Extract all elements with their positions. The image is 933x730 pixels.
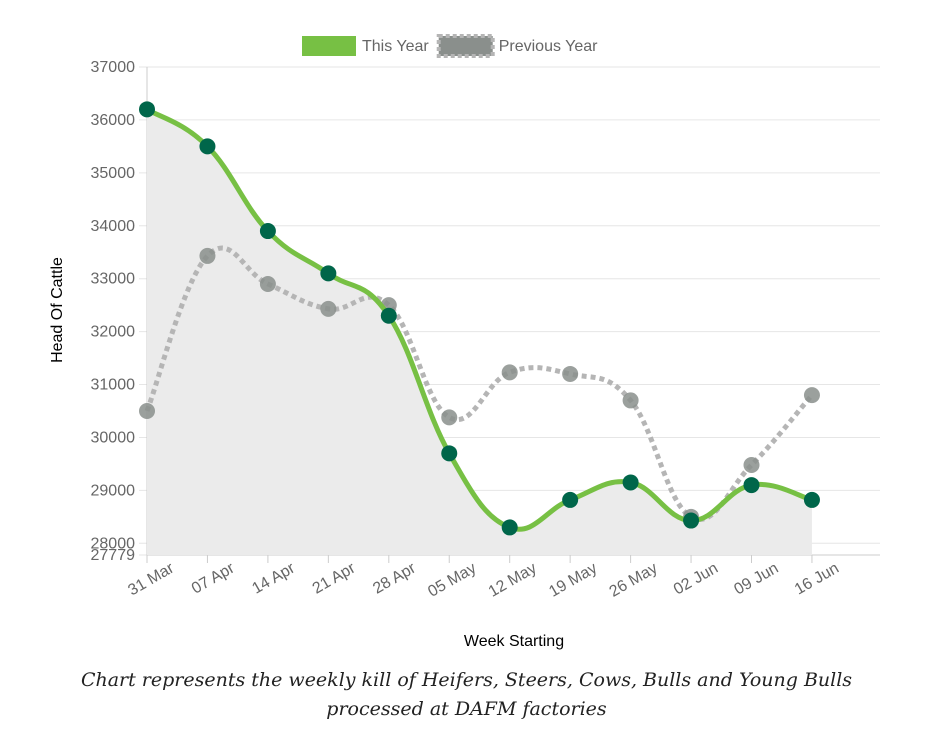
marker [259, 275, 276, 292]
marker [199, 247, 216, 264]
y-tick-label: 27779 [91, 547, 136, 564]
marker [562, 365, 579, 382]
y-tick-label: 32000 [91, 324, 136, 341]
y-tick-label: 30000 [91, 429, 136, 446]
marker [743, 477, 760, 494]
legend-swatch [302, 36, 356, 56]
marker [380, 307, 397, 324]
x-tick-label: 16 Jun [792, 560, 842, 599]
y-tick-label: 35000 [91, 165, 136, 182]
x-tick-label: 12 May [486, 560, 540, 601]
legend-swatch [436, 34, 495, 58]
x-tick-label: 14 Apr [249, 559, 298, 597]
marker [320, 265, 337, 282]
y-tick-label: 33000 [91, 271, 136, 288]
marker [803, 491, 820, 508]
legend-label: Previous Year [499, 38, 598, 55]
marker [501, 519, 518, 536]
y-tick-label: 36000 [91, 112, 136, 129]
y-tick-label: 37000 [91, 59, 136, 76]
line [144, 245, 814, 522]
marker [199, 138, 216, 155]
x-tick-label: 28 Apr [370, 559, 419, 597]
marker [622, 474, 639, 491]
marker [441, 445, 458, 462]
y-tick-label: 34000 [91, 218, 136, 235]
x-tick-label: 26 May [607, 560, 661, 601]
x-tick-label: 19 May [546, 560, 600, 601]
x-tick-label: 07 Apr [189, 559, 238, 597]
y-tick-label: 28000 [91, 535, 136, 552]
marker [501, 364, 518, 381]
marker [562, 491, 579, 508]
marker [622, 392, 639, 409]
x-tick-label: 05 May [425, 560, 479, 601]
marker [441, 409, 458, 426]
y-axis-title: Head Of Cattle [49, 257, 66, 363]
x-tick-label: 21 Apr [310, 559, 359, 597]
x-axis-title: Week Starting [464, 633, 564, 650]
y-tick-label: 31000 [91, 377, 136, 394]
legend-label: This Year [362, 38, 429, 55]
x-tick-label: 31 Mar [125, 559, 177, 599]
marker [259, 223, 276, 240]
y-tick-label: 29000 [91, 482, 136, 499]
area-fill [147, 109, 812, 556]
marker [139, 402, 155, 419]
x-tick-label: 09 Jun [731, 560, 781, 599]
marker [743, 456, 760, 473]
caption: Chart represents the weekly kill of Heif… [80, 669, 853, 720]
x-tick-label: 02 Jun [671, 560, 721, 599]
marker [683, 512, 700, 529]
marker [139, 101, 155, 118]
marker [803, 387, 820, 404]
marker [320, 300, 337, 317]
